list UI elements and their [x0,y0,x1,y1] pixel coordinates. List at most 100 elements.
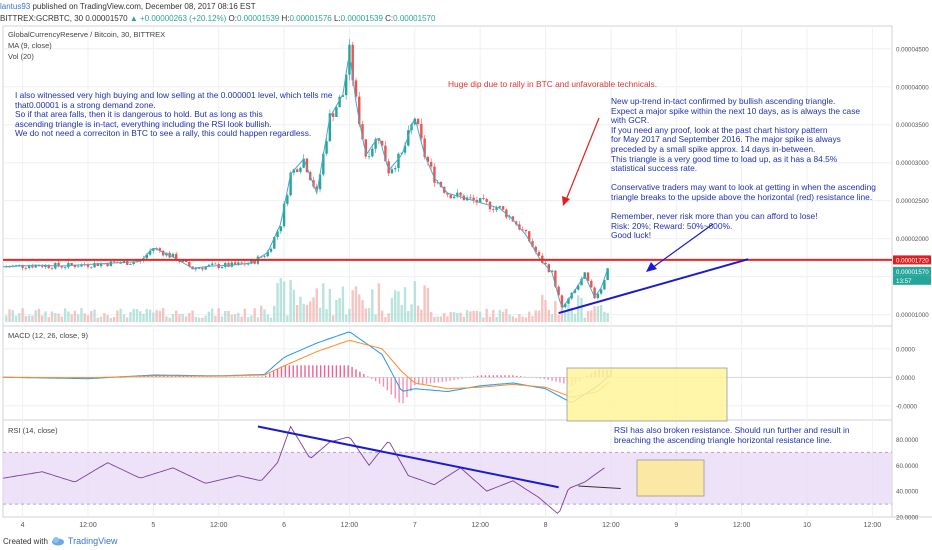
volume-bar [47,317,50,322]
candle-body [129,264,132,265]
volume-bar [250,315,253,322]
macd-hist-bar [347,365,349,378]
candle-body [367,156,371,158]
macd-hist-bar [257,376,259,378]
volume-bar [292,289,296,322]
candle-body [246,263,250,265]
candle-body [586,272,590,281]
volume-bar [263,309,266,322]
macd-hist-bar [547,377,549,380]
symbol-name: BITTREX:GCRBTC, 30 [0,14,84,23]
volume-bar [161,308,165,322]
macd-hist-bar [472,376,475,378]
rsi-line [2,425,605,514]
candle-body [583,272,586,279]
volume-bar [260,305,263,322]
macd-hist-bar [535,377,538,379]
volume-bar [246,317,250,322]
macd-hist-bar [261,376,263,378]
macd-hist-bar [441,377,443,382]
candle-body [184,260,188,262]
candle-body [276,231,279,237]
volume-bar [586,310,590,322]
macd-hist-bar [539,377,542,379]
volume-bar [142,313,145,322]
candle-body [341,95,345,97]
volume-bar [86,315,90,322]
candle-body [407,130,410,146]
candle-body [577,285,580,290]
macd-hist-bar [394,377,396,399]
volume-bar [224,310,227,322]
macd-hist-bar [308,365,310,378]
candle-body [305,158,309,173]
macd-hist-bar [484,375,487,378]
volume-bar [73,310,77,322]
macd-hist-bar [147,376,149,378]
candle-body [99,263,103,267]
candle-body [446,192,449,195]
volume-bar [148,309,152,322]
candle-body [253,260,256,264]
volume-bar [289,280,292,322]
candle-body [495,207,498,210]
candle-body [596,293,600,299]
price-tag-label: 0.00001570 [896,269,929,276]
price-tag-label: 0.00001720 [896,257,929,264]
volume-bar [171,314,175,322]
macd-hist-bar [496,375,498,378]
x-tick-label: 12:00 [864,522,882,529]
macd-hist-bar [465,377,467,378]
volume-bar [57,313,60,322]
price-tick-label: 0.00001000 [896,312,929,319]
macd-hist-bar [559,377,561,383]
volume-bar [21,308,24,322]
change-value: ▲ +0.00000263 (+20.12%) [129,14,227,23]
tradingview-brand[interactable]: TradingView [67,536,118,546]
price-tag-bg [893,255,931,265]
volume-bar [501,311,505,322]
volume-bar [178,314,181,322]
volume-bar [184,316,188,322]
macd-tick-label: 0.0000 [896,346,915,353]
volume-bar [145,308,149,322]
x-tick-label: 8 [544,522,548,529]
volume-bar [583,317,586,322]
macd-hist-bar [492,375,494,378]
volume-bar [103,313,106,322]
volume-bar [63,308,67,322]
candle-body [377,139,381,141]
volume-bar [400,304,403,322]
candle-body [73,265,77,268]
candle-body [544,262,547,265]
volume-bar [119,308,122,322]
candle-body [299,167,302,172]
volume-bar [14,315,18,322]
series-lines [2,60,610,514]
volume-bar [18,313,21,322]
ma-line [2,60,608,309]
candle-body [384,145,387,162]
author-link[interactable]: lantus93 [0,2,31,11]
macd-hist-bar [355,369,357,378]
volume-bar [573,313,577,322]
macd-hist-bar [151,376,153,378]
candle-body [560,295,564,308]
candle-body [344,74,348,96]
rsi-band-area [3,452,892,505]
candle-body [599,289,603,294]
candle-body [70,262,73,266]
volume-bar [436,316,439,322]
macd-hist-bar [406,377,408,398]
volume-bar [5,315,8,322]
candle-body [472,197,475,200]
candle-body [524,229,528,232]
macd-hist-bar [288,365,291,378]
macd-hist-bar [457,377,459,380]
volume-bar [135,309,139,322]
candle-body [371,148,374,157]
macd-hist-bar [449,377,451,381]
volume-bar [580,298,583,322]
candle-body [14,265,18,266]
